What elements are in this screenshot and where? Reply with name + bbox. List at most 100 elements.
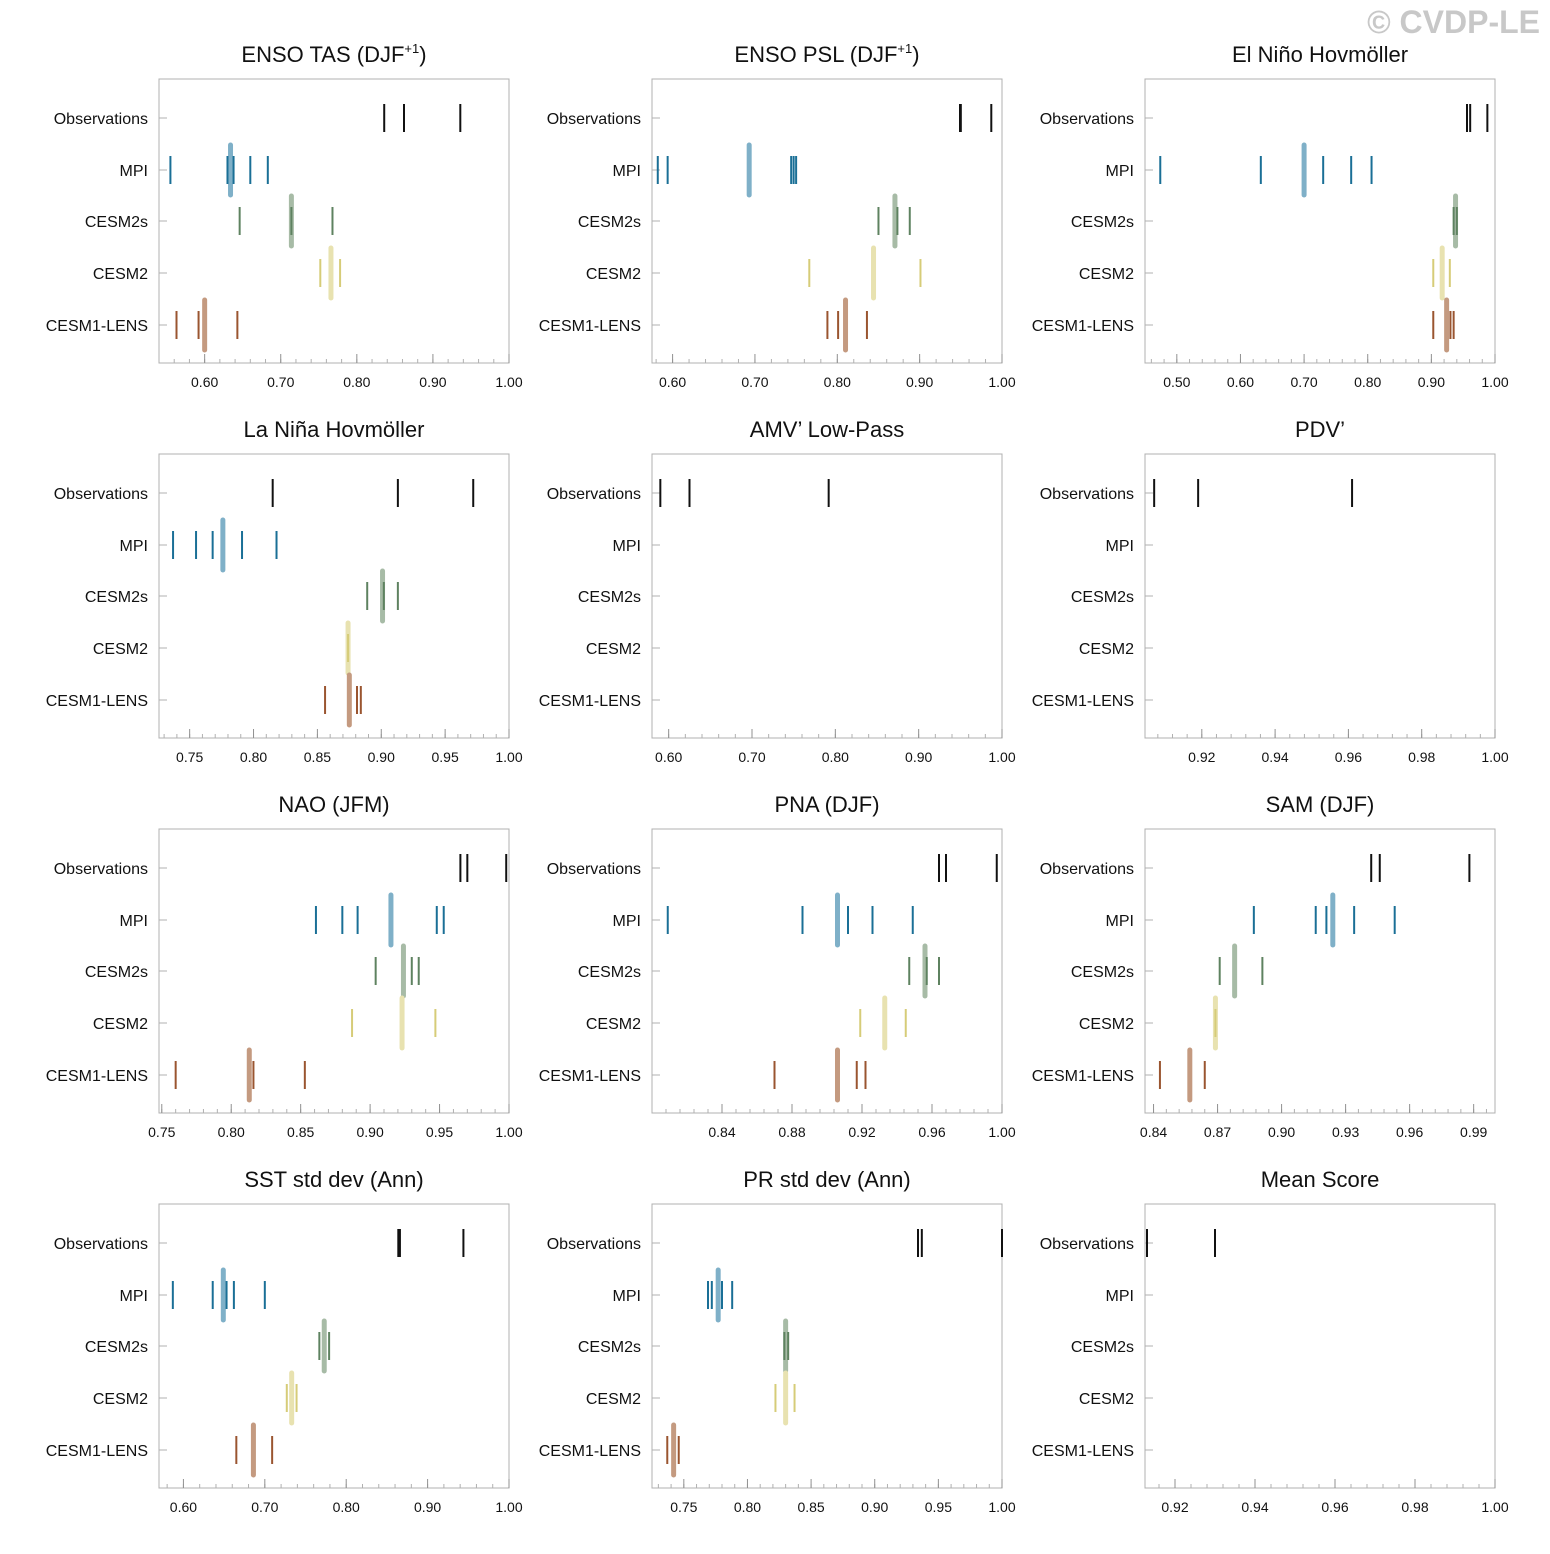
x-tick-label: 1.00 — [495, 1124, 522, 1140]
row-label: CESM2s — [578, 1339, 641, 1356]
row-label: CESM2s — [578, 589, 641, 606]
chart-panel-10: PR std dev (Ann) Observations MPI CESM2s CES… — [539, 1167, 1016, 1515]
row-label: CESM2s — [1071, 1339, 1134, 1356]
chart-title-main: AMV’ Low-Pass — [750, 417, 904, 442]
row-label: CESM2s — [85, 964, 148, 981]
chart-panel-4: AMV’ Low-Pass Observations MPI CESM2s CESM2 C… — [539, 417, 1016, 765]
row-label: MPI — [613, 538, 641, 555]
chart-title: La Niña Hovmöller — [244, 417, 425, 442]
x-tick-label: 1.00 — [495, 1499, 522, 1515]
chart-title-end: ) — [912, 42, 919, 67]
plot-frame — [158, 1203, 510, 1489]
row-label: CESM1-LENS — [1032, 1443, 1134, 1460]
row-label: Observations — [1040, 861, 1134, 878]
x-tick-label: 0.87 — [1204, 1124, 1231, 1140]
x-tick-label: 0.85 — [797, 1499, 824, 1515]
plot-frame — [158, 828, 510, 1114]
chart-title: NAO (JFM) — [278, 792, 389, 817]
x-tick-label: 0.96 — [1335, 749, 1362, 765]
row-label: MPI — [120, 163, 148, 180]
chart-title-main: El Niño Hovmöller — [1232, 42, 1408, 67]
row-label: CESM2s — [578, 214, 641, 231]
row-label: Observations — [1040, 486, 1134, 503]
x-tick-label: 0.84 — [708, 1124, 735, 1140]
x-tick-label: 0.60 — [170, 1499, 197, 1515]
row-label: CESM1-LENS — [539, 693, 641, 710]
x-tick-label: 0.80 — [218, 1124, 245, 1140]
chart-title-main: PDV’ — [1295, 417, 1345, 442]
row-label: MPI — [1106, 1288, 1134, 1305]
chart-panel-0: ENSO TAS (DJF+1) Observations MPI CESM2s CES… — [46, 41, 523, 390]
row-label: Observations — [54, 486, 148, 503]
chart-title: AMV’ Low-Pass — [750, 417, 904, 442]
x-tick-label: 0.80 — [824, 374, 851, 390]
chart-title: PDV’ — [1295, 417, 1345, 442]
row-label: CESM2 — [93, 1016, 148, 1033]
x-tick-label: 0.85 — [304, 749, 331, 765]
x-tick-label: 0.90 — [1418, 374, 1445, 390]
plot-frame — [158, 453, 510, 739]
plot-frame — [651, 828, 1003, 1114]
x-tick-label: 0.96 — [1321, 1499, 1348, 1515]
chart-panel-7: PNA (DJF) Observations MPI CESM2s CESM2 CESM1… — [539, 792, 1016, 1140]
row-label: CESM1-LENS — [539, 318, 641, 335]
x-tick-label: 0.80 — [822, 749, 849, 765]
x-tick-label: 1.00 — [495, 749, 522, 765]
x-tick-label: 1.00 — [1481, 749, 1508, 765]
row-label: CESM2 — [1079, 266, 1134, 283]
x-tick-label: 0.50 — [1163, 374, 1190, 390]
plot-frame — [1144, 828, 1496, 1114]
x-tick-label: 0.60 — [1227, 374, 1254, 390]
chart-title-main: NAO (JFM) — [278, 792, 389, 817]
x-tick-label: 0.84 — [1140, 1124, 1167, 1140]
x-tick-label: 0.75 — [148, 1124, 175, 1140]
row-label: CESM2s — [1071, 589, 1134, 606]
row-label: CESM2s — [85, 1339, 148, 1356]
plot-frame — [1144, 78, 1496, 364]
x-tick-label: 0.85 — [287, 1124, 314, 1140]
x-tick-label: 0.90 — [906, 374, 933, 390]
x-tick-label: 0.70 — [738, 749, 765, 765]
chart-panel-6: NAO (JFM) Observations MPI CESM2s CESM2 CESM1… — [46, 792, 523, 1140]
row-label: MPI — [613, 1288, 641, 1305]
x-tick-label: 0.70 — [741, 374, 768, 390]
row-label: CESM1-LENS — [539, 1068, 641, 1085]
row-label: MPI — [1106, 913, 1134, 930]
x-tick-label: 0.60 — [655, 749, 682, 765]
row-label: CESM2 — [586, 1016, 641, 1033]
chart-title: El Niño Hovmöller — [1232, 42, 1408, 67]
row-label: CESM2 — [1079, 1391, 1134, 1408]
chart-title: PR std dev (Ann) — [743, 1167, 911, 1192]
row-label: MPI — [120, 1288, 148, 1305]
row-label: CESM2s — [1071, 964, 1134, 981]
row-label: Observations — [547, 861, 641, 878]
x-tick-label: 0.90 — [1268, 1124, 1295, 1140]
chart-title: SAM (DJF) — [1266, 792, 1375, 817]
plot-frame — [651, 453, 1003, 739]
x-tick-label: 0.96 — [1396, 1124, 1423, 1140]
x-tick-label: 1.00 — [495, 374, 522, 390]
plot-frame — [158, 78, 510, 364]
x-tick-label: 0.92 — [848, 1124, 875, 1140]
row-label: CESM1-LENS — [1032, 693, 1134, 710]
row-label: CESM1-LENS — [46, 1068, 148, 1085]
x-tick-label: 0.80 — [1354, 374, 1381, 390]
row-label: CESM2s — [578, 964, 641, 981]
plot-frame — [651, 1203, 1003, 1489]
row-label: CESM2s — [85, 214, 148, 231]
x-tick-label: 0.95 — [426, 1124, 453, 1140]
chart-title: SST std dev (Ann) — [244, 1167, 423, 1192]
row-label: CESM2 — [93, 266, 148, 283]
chart-title: ENSO TAS (DJF+1) — [241, 41, 426, 67]
row-label: CESM1-LENS — [1032, 1068, 1134, 1085]
chart-title-main: PNA (DJF) — [774, 792, 879, 817]
row-label: MPI — [1106, 538, 1134, 555]
x-tick-label: 0.75 — [670, 1499, 697, 1515]
x-tick-label: 0.80 — [734, 1499, 761, 1515]
x-tick-label: 0.99 — [1460, 1124, 1487, 1140]
row-label: CESM1-LENS — [1032, 318, 1134, 335]
chart-panel-8: SAM (DJF) Observations MPI CESM2s CESM2 CESM1… — [1032, 792, 1496, 1140]
chart-title-superscript: +1 — [404, 41, 419, 56]
x-tick-label: 1.00 — [988, 374, 1015, 390]
